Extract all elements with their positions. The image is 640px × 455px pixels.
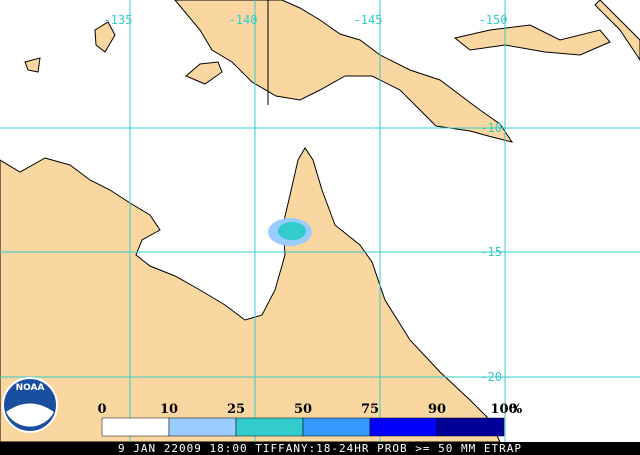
rain-core	[278, 222, 306, 240]
land	[0, 0, 640, 443]
latitude-label: -20	[480, 370, 502, 384]
longitude-label: -150	[479, 13, 508, 27]
longitude-label: -145	[354, 13, 383, 27]
australia	[0, 147, 501, 443]
legend-swatch	[168, 417, 237, 437]
new-guinea	[174, 0, 514, 143]
legend-label: 75	[361, 402, 379, 417]
legend-label: 25	[227, 402, 245, 417]
legend-swatch	[369, 417, 438, 437]
legend-swatch	[302, 417, 371, 437]
island	[94, 21, 116, 53]
caption-bar	[0, 442, 640, 455]
latitude-label: -10	[480, 121, 502, 135]
legend-swatch	[436, 417, 505, 437]
legend-label: 90	[428, 402, 446, 417]
legend: 0 10 25 50 75 90 100%	[97, 402, 523, 437]
legend-label: 50	[294, 402, 312, 417]
longitude-label: -135	[104, 13, 133, 27]
legend-swatch	[101, 417, 170, 437]
legend-label: 100	[490, 402, 517, 417]
legend-label: 10	[160, 402, 178, 417]
latitude-label: -15	[480, 245, 502, 259]
longitude-label: -140	[229, 13, 258, 27]
new-britain	[453, 24, 611, 56]
legend-label: 0	[97, 402, 106, 417]
island	[24, 57, 41, 73]
logo-text: NOAA	[16, 383, 45, 393]
legend-unit: %	[510, 402, 523, 417]
logo-wave	[6, 403, 54, 427]
new-ireland	[594, 0, 640, 61]
legend-swatch	[235, 417, 304, 437]
caption: 9 JAN 22009 18:00 TIFFANY:18-24HR PROB >…	[118, 442, 522, 455]
graticule: -135 -140 -145 -150 -10 -15 -20	[0, 0, 640, 442]
noaa-logo: NOAA	[2, 377, 58, 433]
island	[185, 61, 223, 85]
